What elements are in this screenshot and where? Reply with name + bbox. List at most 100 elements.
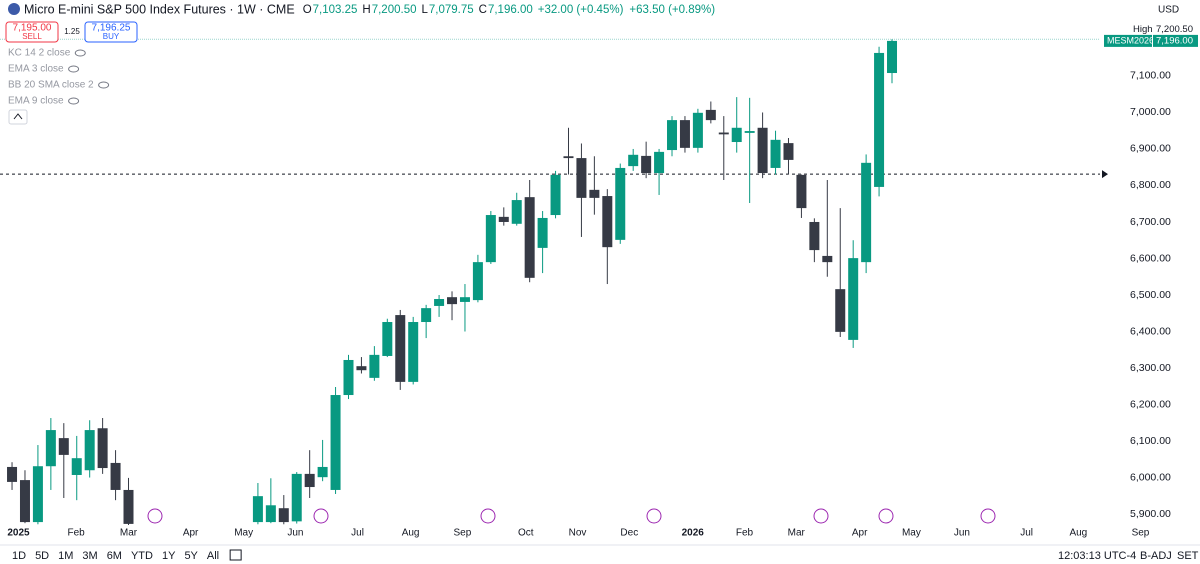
session[interactable]: SET	[1177, 550, 1199, 562]
change-extended: +63.50 (+0.89%)	[629, 4, 715, 16]
y-tick-label: 5,900.00	[1130, 508, 1171, 520]
event-icon[interactable]	[147, 508, 163, 524]
collapse-button[interactable]	[8, 109, 28, 125]
candle-body	[110, 462, 121, 490]
indicator-label: KC 14 2 close	[8, 48, 71, 59]
candle-body	[71, 458, 82, 475]
candle-body	[809, 221, 820, 251]
spread: 1.25	[64, 27, 80, 36]
visibility-icon[interactable]	[68, 97, 80, 105]
indicator-label: EMA 9 close	[8, 96, 64, 107]
buy-price[interactable]: 7,196.25	[92, 23, 131, 34]
candle-body	[252, 496, 263, 523]
candle-body	[861, 162, 872, 263]
candle-body	[887, 40, 898, 74]
candle-body	[84, 430, 95, 471]
candle-body	[757, 127, 768, 174]
x-tick-label: Feb	[67, 528, 85, 539]
price-line-arrow	[1102, 170, 1108, 179]
x-tick-label: Feb	[736, 528, 754, 539]
flag-icon	[8, 3, 20, 15]
change: +32.00 (+0.45%)	[538, 4, 624, 16]
range-button[interactable]: 6M	[107, 550, 122, 562]
candle-body	[550, 174, 561, 216]
candle-body	[654, 151, 665, 174]
indicator-label: EMA 3 close	[8, 64, 64, 75]
visibility-icon[interactable]	[98, 81, 110, 89]
x-tick-label: Jun	[287, 528, 303, 539]
candle-body	[602, 196, 613, 248]
range-button[interactable]: 5Y	[184, 550, 198, 562]
x-tick-label: Apr	[852, 528, 868, 539]
x-tick-label: 2025	[7, 528, 30, 539]
event-icon[interactable]	[813, 508, 829, 524]
visibility-icon[interactable]	[68, 65, 80, 73]
x-tick-label: 2026	[682, 528, 705, 539]
candle-body	[317, 466, 328, 478]
ohlc-value: 7,103.25	[313, 4, 358, 16]
y-tick-label: 7,000.00	[1130, 106, 1171, 118]
candle-body	[97, 428, 108, 469]
y-tick-label: 6,700.00	[1130, 216, 1171, 228]
candle-body	[705, 109, 716, 121]
candle-body	[576, 158, 587, 198]
candle-body	[615, 167, 626, 240]
candle-body	[537, 217, 548, 248]
event-icon[interactable]	[878, 508, 894, 524]
x-tick-label: Aug	[1069, 528, 1087, 539]
sell-price[interactable]: 7,195.00	[13, 23, 52, 34]
x-tick-label: Aug	[402, 528, 420, 539]
range-button[interactable]: All	[207, 550, 219, 562]
visibility-icon[interactable]	[74, 49, 86, 57]
candle-body	[563, 156, 574, 159]
candle-body	[667, 120, 678, 151]
candle-body	[796, 174, 807, 209]
candle-body	[356, 366, 367, 371]
indicator-label: BB 20 SMA close 2	[8, 80, 94, 91]
symbol-title: Micro E-mini S&P 500 Index Futures · 1W …	[24, 2, 295, 16]
candle-body	[679, 120, 690, 148]
range-button[interactable]: 5D	[35, 550, 49, 562]
x-tick-label: Apr	[183, 528, 199, 539]
candle-body	[524, 197, 535, 278]
event-icon[interactable]	[313, 508, 329, 524]
candle-body	[408, 322, 419, 382]
date-range-icon[interactable]	[229, 549, 242, 561]
x-tick-label: May	[902, 528, 921, 539]
ohlc-key: H	[362, 4, 370, 16]
candle-body	[511, 200, 522, 224]
collapse-icon[interactable]	[13, 113, 23, 120]
buy-label[interactable]: BUY	[103, 32, 120, 41]
ohlc-value: 7,079.75	[429, 4, 474, 16]
range-button[interactable]: 1D	[12, 550, 26, 562]
event-icon[interactable]	[480, 508, 496, 524]
candle-body	[770, 139, 781, 168]
candle-body	[641, 155, 652, 174]
candle-body	[485, 215, 496, 263]
event-icons	[147, 508, 996, 524]
range-button[interactable]: YTD	[131, 550, 153, 562]
candle-body	[434, 299, 445, 306]
event-icon[interactable]	[646, 508, 662, 524]
symbol-name: MESM2026	[1107, 35, 1154, 45]
sell-label[interactable]: SELL	[22, 32, 42, 41]
event-icon[interactable]	[980, 508, 996, 524]
y-tick-label: 7,100.00	[1130, 70, 1171, 82]
range-button[interactable]: 1Y	[162, 550, 176, 562]
buy-button[interactable]	[84, 21, 138, 43]
range-button[interactable]: 3M	[82, 550, 97, 562]
ohlc-key: O	[303, 4, 312, 16]
adjust[interactable]: B-ADJ	[1140, 550, 1172, 562]
candle-body	[19, 480, 30, 523]
high-label: 7,200.50	[1156, 24, 1193, 35]
range-button[interactable]: 1M	[58, 550, 73, 562]
indicator-list: KC 14 2 close EMA 3 close BB 20 SMA close …	[8, 48, 110, 107]
candle-body	[874, 52, 885, 187]
y-tick-label: 6,300.00	[1130, 362, 1171, 374]
y-tick-label: 6,800.00	[1130, 179, 1171, 191]
candle-body	[369, 354, 380, 378]
candle-body	[32, 466, 43, 523]
sell-button[interactable]	[5, 21, 59, 43]
x-tick-label: Nov	[569, 528, 587, 539]
